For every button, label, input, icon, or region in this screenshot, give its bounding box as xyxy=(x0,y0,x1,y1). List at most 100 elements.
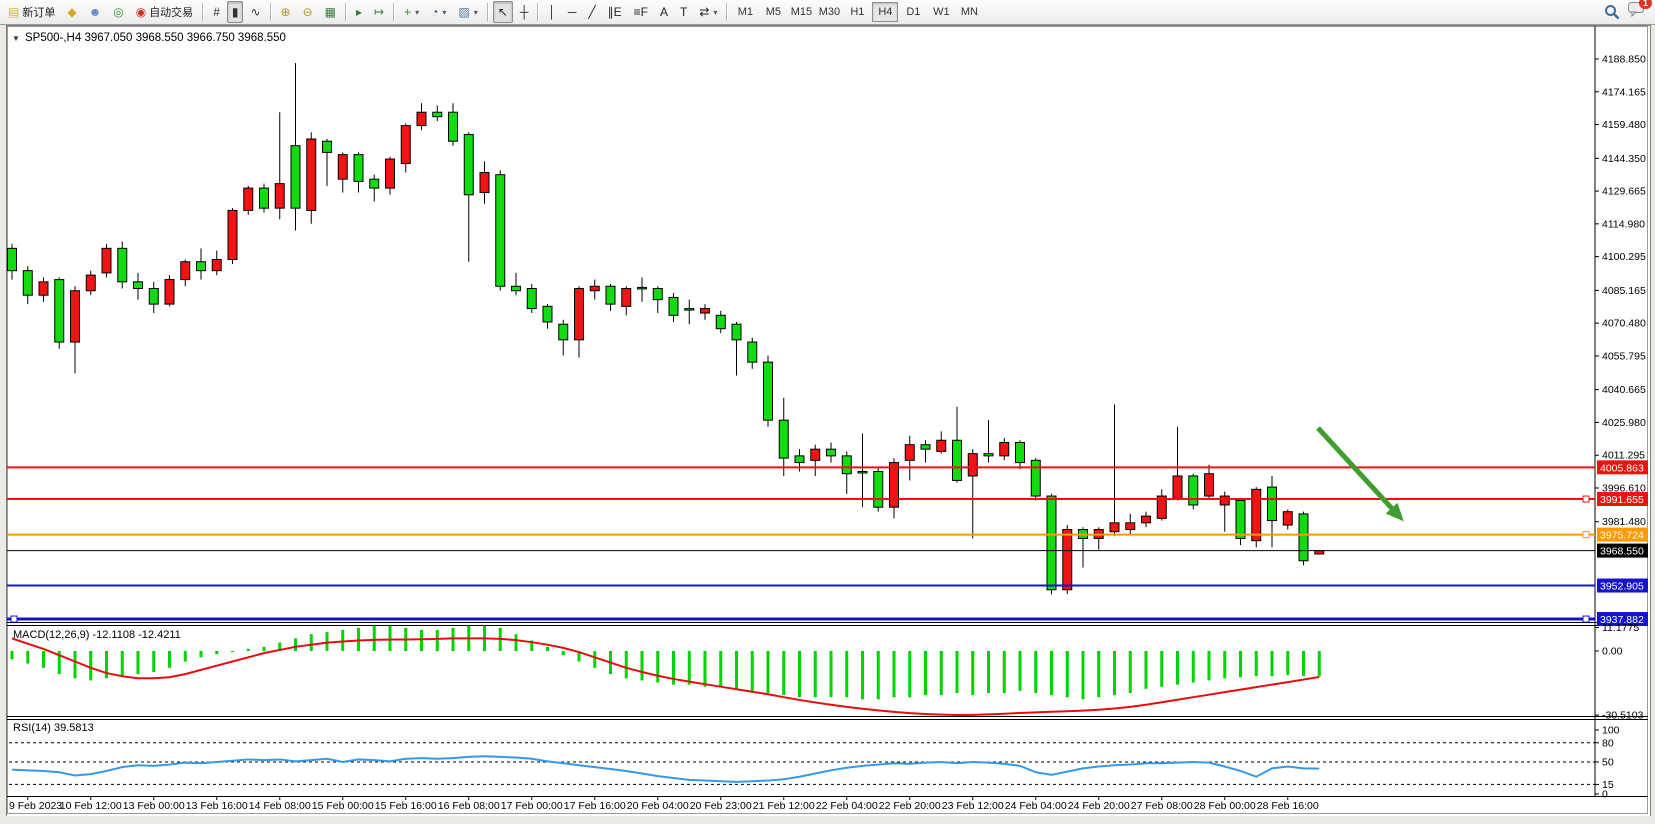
timeframe-h4[interactable]: H4 xyxy=(872,2,899,22)
auto-scroll-button[interactable]: ▸ xyxy=(351,1,367,23)
timeframe-d1[interactable]: D1 xyxy=(906,6,921,18)
periods-clock-button[interactable]: ◔ ▾ xyxy=(426,1,451,23)
svg-text:SP500-,H4 3967.050 3968.550 3: SP500-,H4 3967.050 3968.550 3966.750 396… xyxy=(25,32,286,44)
timeframe-m15[interactable]: M15 xyxy=(790,6,813,18)
arrow-annotation[interactable] xyxy=(1316,426,1404,522)
svg-text:27 Feb 08:00: 27 Feb 08:00 xyxy=(1131,800,1193,812)
new-order-button[interactable]: ▤ 新订单 xyxy=(3,1,60,23)
svg-text:13 Feb 16:00: 13 Feb 16:00 xyxy=(186,800,248,812)
line-handle[interactable] xyxy=(1582,615,1590,623)
candlestick-chart-button[interactable]: ▮ xyxy=(226,1,244,23)
chart-shift-button[interactable]: ↦ xyxy=(369,1,389,23)
timeframe-w1[interactable]: W1 xyxy=(933,6,950,18)
fibonacci-icon: ≡F xyxy=(633,5,648,19)
svg-text:20 Feb 23:00: 20 Feb 23:00 xyxy=(690,800,752,812)
text-button[interactable]: A xyxy=(655,1,673,23)
svg-text:24 Feb 04:00: 24 Feb 04:00 xyxy=(1005,800,1067,812)
bar-chart-button[interactable]: # xyxy=(208,1,225,23)
chart-title: ▼ SP500-,H4 3967.050 3968.550 3966.750 39… xyxy=(12,32,286,44)
auto-trading-button[interactable]: ◉ 自动交易 xyxy=(131,1,198,23)
chart-templates-button[interactable]: ▨ ▾ xyxy=(453,1,482,23)
periods-clock-icon: ◔ xyxy=(431,5,439,19)
timeframe-m30[interactable]: M30 xyxy=(818,6,841,18)
macd-panel: MACD(12,26,9) -12.1108 -12.4211 11.1775 0.… xyxy=(10,622,1644,722)
svg-text:24 Feb 20:00: 24 Feb 20:00 xyxy=(1068,800,1130,812)
equidistant-channel-button[interactable]: ∥E xyxy=(603,1,627,23)
horizontal-line-button[interactable]: ─ xyxy=(563,1,582,23)
svg-text:15 Feb 00:00: 15 Feb 00:00 xyxy=(312,800,374,812)
svg-text:3991.655: 3991.655 xyxy=(1600,494,1644,506)
toolbar-group: ▤ 新订单 ◆ ☻ ◎ ◉ 自动交易 xyxy=(2,0,199,24)
timeframe-m1[interactable]: M1 xyxy=(737,6,754,18)
svg-text:4040.665: 4040.665 xyxy=(1602,384,1646,396)
arrows-objects-button[interactable]: ⇄ ▾ xyxy=(694,1,722,23)
svg-text:4174.165: 4174.165 xyxy=(1602,86,1646,98)
timeframe-mn[interactable]: MN xyxy=(960,6,978,18)
svg-text:4085.165: 4085.165 xyxy=(1602,285,1646,297)
chevron-down-icon: ▾ xyxy=(415,7,420,17)
chart-shift-icon: ↦ xyxy=(374,5,385,19)
notifications-button[interactable]: 1 xyxy=(1628,0,1652,22)
cursor-icon: ↖ xyxy=(497,5,508,19)
line-chart-button[interactable]: ∿ xyxy=(245,1,265,23)
svg-text:15: 15 xyxy=(1602,779,1614,791)
svg-text:3975.724: 3975.724 xyxy=(1600,530,1644,542)
svg-text:50: 50 xyxy=(1602,757,1614,769)
auto-scroll-icon: ▸ xyxy=(356,5,363,19)
trendline-button[interactable]: ╱ xyxy=(583,1,600,23)
price-lines: 4005.863 3991.655 3975.724 3968.550 3952.905… xyxy=(7,460,1648,627)
line-handle[interactable] xyxy=(1582,495,1590,503)
svg-text:15 Feb 16:00: 15 Feb 16:00 xyxy=(375,800,437,812)
svg-text:11.1775: 11.1775 xyxy=(1602,622,1639,634)
price-line-badge xyxy=(1597,527,1648,542)
text-icon: A xyxy=(659,5,668,19)
zoom-in-button[interactable]: ⊕ xyxy=(276,1,296,23)
equidistant-channel-icon: ∥E xyxy=(607,5,622,19)
chart-window-button[interactable]: ◆ xyxy=(62,1,81,23)
zoom-out-icon: ⊖ xyxy=(302,5,313,19)
text-label-button[interactable]: T xyxy=(675,1,692,23)
price-line-badge xyxy=(1597,492,1648,507)
timeframe-h1[interactable]: H1 xyxy=(850,6,865,18)
timeframe-group: M1 M5 M15 M30 H1 H4 D1 W1 MN xyxy=(731,0,983,24)
indicators-add-icon: + xyxy=(404,5,412,19)
profile-icon: ☻ xyxy=(88,5,102,19)
zoom-in-icon: ⊕ xyxy=(280,5,291,19)
svg-text:9 Feb 2023: 9 Feb 2023 xyxy=(9,800,62,812)
svg-text:3996.610: 3996.610 xyxy=(1602,482,1646,494)
line-handle[interactable] xyxy=(1582,531,1590,539)
horizontal-line-icon: ─ xyxy=(567,5,577,19)
crosshair-button[interactable]: ┼ xyxy=(515,1,534,23)
candles xyxy=(7,63,1325,595)
one-click-dropdown-icon[interactable]: ▼ xyxy=(12,34,20,43)
svg-text:4129.665: 4129.665 xyxy=(1602,186,1646,198)
svg-text:23 Feb 12:00: 23 Feb 12:00 xyxy=(942,800,1004,812)
timeframe-m5[interactable]: M5 xyxy=(765,6,782,18)
svg-text:28 Feb 16:00: 28 Feb 16:00 xyxy=(1257,800,1319,812)
svg-text:20 Feb 04:00: 20 Feb 04:00 xyxy=(627,800,689,812)
toolbar-button-label: 自动交易 xyxy=(149,7,194,19)
rsi-label: RSI(14) 39.5813 xyxy=(13,722,94,734)
svg-text:100: 100 xyxy=(1602,725,1620,737)
fibonacci-button[interactable]: ≡F xyxy=(629,1,653,23)
chart-canvas: 4188.850 4174.165 4159.480 4144.350 4129.665… xyxy=(7,26,1648,814)
crosshair-icon: ┼ xyxy=(519,5,529,19)
new-order-icon: ▤ xyxy=(8,5,20,19)
text-label-icon: T xyxy=(679,5,688,19)
signals-button[interactable]: ◎ xyxy=(108,1,128,23)
chart-window: 4188.850 4174.165 4159.480 4144.350 4129.665… xyxy=(6,25,1651,817)
notification-badge: 1 xyxy=(1638,0,1652,9)
profile-button[interactable]: ☻ xyxy=(84,1,107,23)
price-line-badge xyxy=(1597,578,1648,593)
zoom-out-button[interactable]: ⊖ xyxy=(298,1,318,23)
cursor-button[interactable]: ↖ xyxy=(492,1,513,23)
svg-text:3937.882: 3937.882 xyxy=(1600,614,1644,626)
line-handle[interactable] xyxy=(10,615,18,623)
tile-windows-button[interactable]: ▦ xyxy=(320,1,341,23)
vertical-line-button[interactable]: │ xyxy=(543,1,561,23)
search-icon[interactable] xyxy=(1604,4,1620,20)
indicators-add-button[interactable]: + ▾ xyxy=(399,1,424,23)
svg-text:16 Feb 08:00: 16 Feb 08:00 xyxy=(438,800,500,812)
